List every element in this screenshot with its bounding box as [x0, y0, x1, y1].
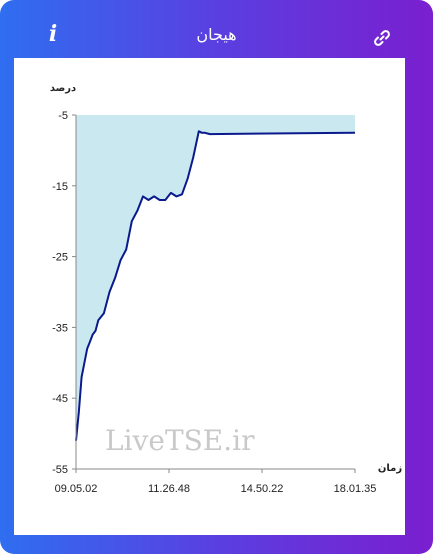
y-axis-title: درصد	[50, 83, 76, 94]
y-tick-label: -5	[58, 110, 68, 122]
x-tick-label: 09.05.02	[55, 483, 98, 495]
y-tick-label: -35	[52, 322, 68, 334]
link-icon[interactable]	[372, 28, 392, 48]
info-icon[interactable]: i	[48, 21, 58, 47]
x-tick-label: 18.01.35	[334, 483, 377, 495]
watermark: LiveTSE.ir	[105, 424, 255, 457]
x-tick-label: 11.26.48	[148, 483, 190, 495]
y-tick-label: -15	[52, 181, 68, 193]
x-tick-label: 14.50.22	[241, 483, 284, 495]
x-axis-title: زمان	[378, 463, 402, 474]
header: i هیجان	[0, 0, 433, 58]
y-tick-label: -25	[52, 252, 68, 264]
page-title: هیجان	[196, 27, 237, 44]
chart-panel: درصد زمان -5 -15 -25 -35 -45 -55 09.05.02 11.26…	[14, 58, 405, 535]
chart: درصد زمان -5 -15 -25 -35 -45 -55 09.05.02 11.26…	[50, 83, 403, 495]
area-fill	[76, 115, 355, 441]
y-tick-label: -45	[52, 393, 68, 405]
y-tick-label: -55	[52, 464, 68, 476]
series-line	[75, 130, 356, 441]
